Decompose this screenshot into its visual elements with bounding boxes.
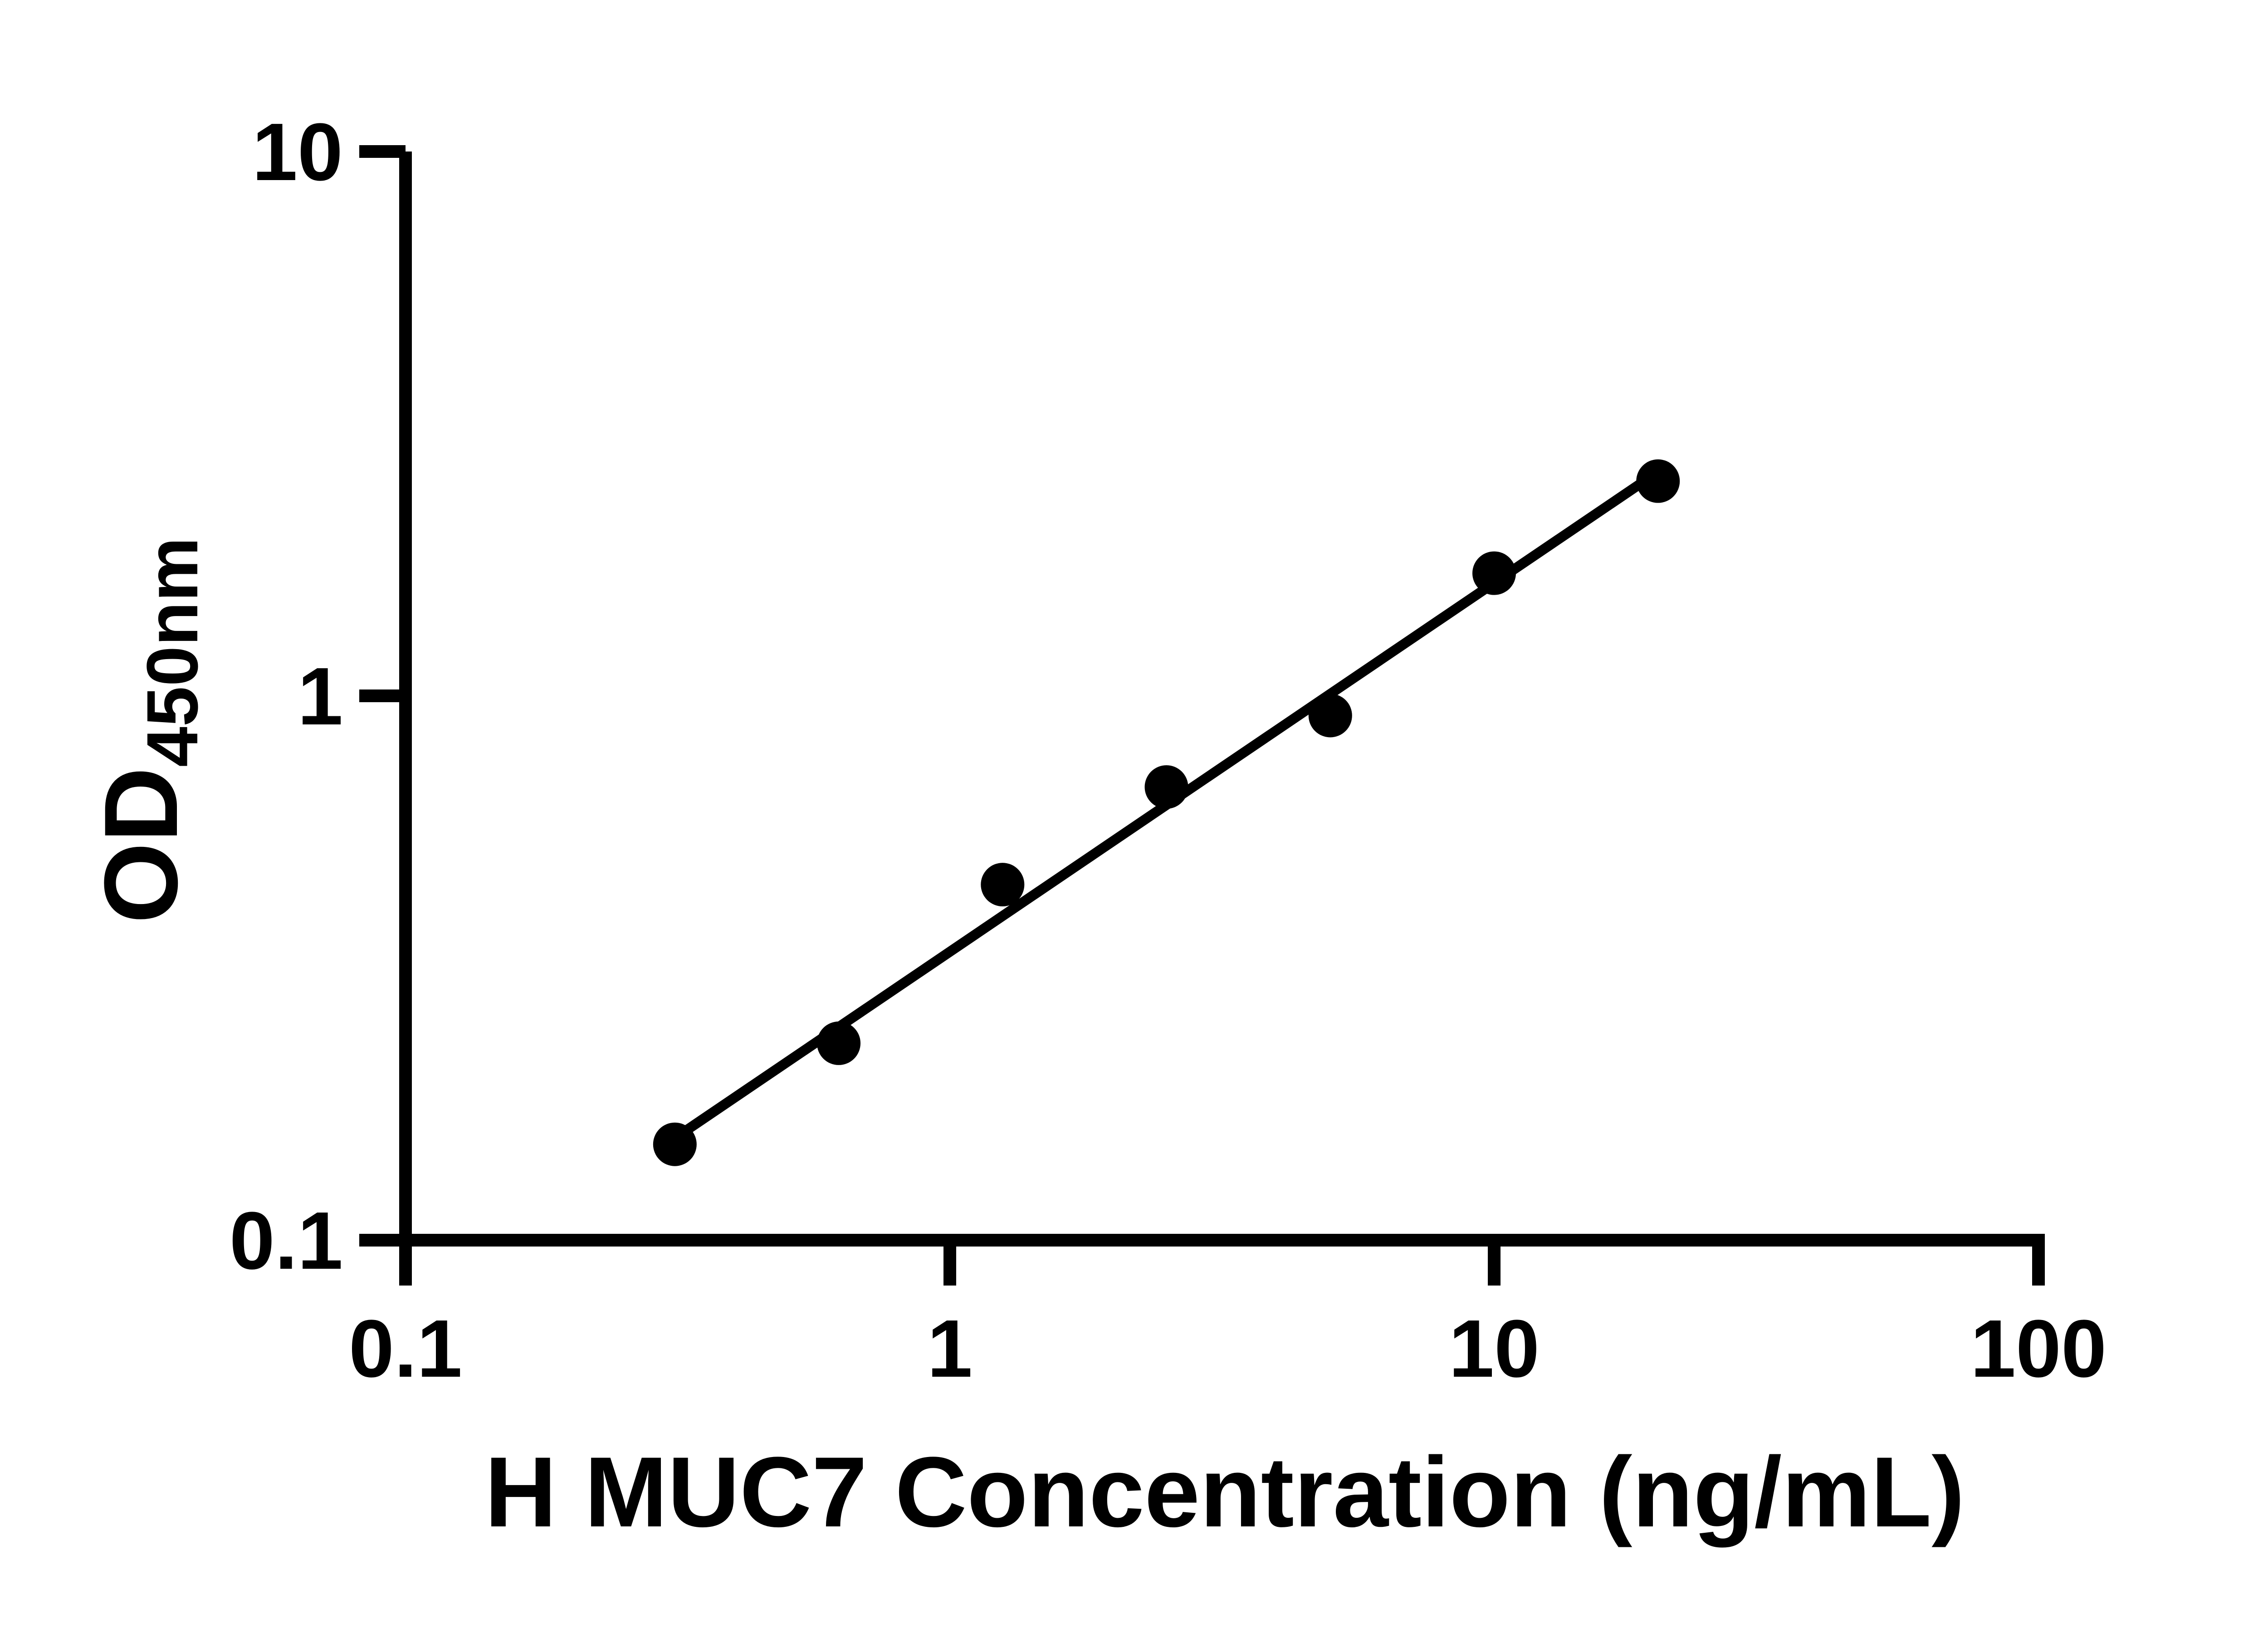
x-tick-label: 0.1: [349, 1303, 462, 1394]
x-tick-label: 100: [1970, 1303, 2107, 1394]
data-point: [1472, 551, 1516, 595]
series-layer: [653, 459, 1680, 1166]
y-tick-label: 0.1: [230, 1195, 343, 1286]
data-point: [817, 1021, 861, 1065]
y-axis-title-subscript: 450nm: [132, 537, 213, 767]
y-tick-label: 1: [298, 651, 343, 742]
tick-label-layer: 0.1 1 10 100 0.1 1 10: [230, 107, 2107, 1394]
y-axis-title-main: OD: [83, 767, 199, 924]
data-point: [653, 1122, 697, 1166]
data-point: [1636, 459, 1680, 503]
data-point: [1308, 694, 1352, 738]
y-tick-label: 10: [252, 107, 343, 198]
data-point: [1144, 765, 1188, 809]
x-tick-label: 1: [927, 1303, 973, 1394]
x-tick-label: 10: [1449, 1303, 1540, 1394]
y-axis-title: OD450nm: [83, 537, 213, 924]
tick-layer: [359, 145, 2045, 1286]
x-axis-title: H MUC7 Concentration (ng/mL): [484, 1436, 1965, 1548]
axes-layer: [359, 152, 2045, 1247]
data-point: [981, 863, 1025, 907]
